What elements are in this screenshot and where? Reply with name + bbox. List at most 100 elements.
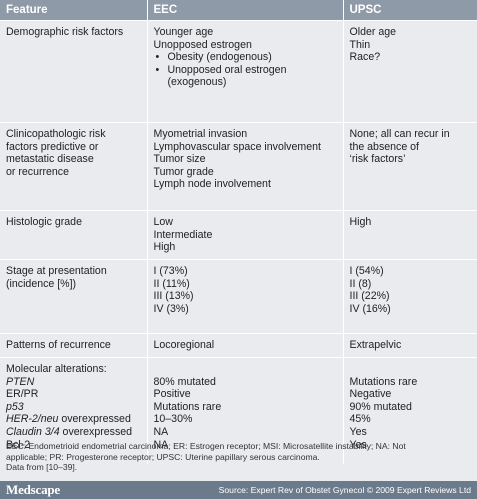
bullet-text: (exogenous) [167, 76, 227, 89]
table-row: Demographic risk factors Younger age Uno… [0, 20, 477, 123]
marker-label: p53 [6, 400, 24, 413]
cell-line: NA [153, 425, 169, 438]
cell-line: I (73%) [153, 265, 188, 277]
footnote-line: Data from [10–39]. [6, 462, 78, 472]
cell-line: I (54%) [349, 265, 384, 277]
upsc-cell: Extrapelvic [343, 333, 477, 358]
feature-cell: Demographic risk factors [0, 20, 148, 123]
header-upsc: UPSC [343, 0, 477, 21]
cell-line: None; all can recur in [349, 128, 450, 140]
cell-line: Lymphovascular space involvement [153, 140, 321, 153]
upsc-cell: High [343, 210, 477, 260]
medscape-logo[interactable]: Medscape [6, 482, 60, 497]
cell-line: the absence of [349, 140, 420, 153]
feature-label: Histologic grade [6, 216, 82, 228]
eec-cell: Myometrial invasion Lymphovascular space… [147, 122, 344, 211]
cell-line: III (13%) [153, 290, 194, 303]
comparison-table: Feature EEC UPSC Demographic risk factor… [0, 0, 477, 464]
cell-line: Tumor grade [153, 165, 214, 178]
marker-name: Claudin 3/4 [6, 425, 60, 438]
feature-label: Patterns of recurrence [6, 339, 111, 351]
cell-line: IV (3%) [153, 302, 189, 315]
cell-line: Negative [349, 388, 392, 401]
bullet-item: • Unopposed oral estrogen [154, 64, 339, 77]
cell-line: Mutations rare [349, 375, 418, 388]
table-footnote: EEC: Endometrioid endometrial carcinoma;… [6, 441, 472, 473]
eec-cell: 80% mutated Positive Mutations rare 10–3… [147, 357, 344, 464]
cell-line: Younger age [153, 26, 214, 38]
marker-name: HER-2/neu [6, 413, 59, 426]
upsc-cell: Older age Thin Race? [343, 20, 477, 123]
footnote-line: applicable; PR: Progesterone receptor; U… [6, 451, 320, 462]
cell-line: Low [153, 216, 173, 228]
cell-line: Mutations rare [153, 400, 222, 413]
footer-bar: Medscape Source: Expert Rev of Obstet Gy… [0, 481, 477, 499]
bullet-item: • Obesity (endogenous) [154, 51, 339, 64]
cell-line: 45% [349, 413, 371, 426]
source-credit: Source: Expert Rev of Obstet Gynecol © 2… [218, 485, 471, 495]
cell-line: NA [153, 438, 169, 451]
cell-line: 10–30% [153, 413, 193, 426]
cell-line: High [153, 241, 176, 254]
table-row: Stage at presentation (incidence [%]) I … [0, 259, 477, 334]
cell-line: ‘risk factors’ [349, 153, 406, 166]
table-row: Clinicopathologic risk factors predictiv… [0, 122, 477, 211]
cell-line: Yes [349, 438, 367, 451]
cell-line: Positive [153, 388, 191, 401]
eec-cell: I (73%) II (11%) III (13%) IV (3%) [147, 259, 344, 334]
marker-suffix: overexpressed [59, 425, 133, 438]
cell-line: Lymph node involvement [153, 178, 271, 191]
cell-line: 90% mutated [349, 400, 412, 413]
cell-line: 80% mutated [153, 375, 216, 388]
feature-label: (incidence [%]) [6, 277, 77, 290]
feature-label: or recurrence [6, 165, 69, 178]
table-row: Histologic grade Low Intermediate High H… [0, 210, 477, 260]
upsc-cell: None; all can recur in the absence of ‘r… [343, 122, 477, 211]
eec-cell: Younger age Unopposed estrogen • Obesity … [147, 20, 344, 123]
feature-label: Clinicopathologic risk [6, 128, 106, 140]
bullet-text: Obesity (endogenous) [167, 51, 272, 64]
cell-line: Yes [349, 425, 367, 438]
cell-line: Unopposed estrogen [153, 38, 252, 51]
table-row: Molecular alterations: PTEN ER/PR p53 HE… [0, 357, 477, 464]
cell-line: Extrapelvic [349, 339, 402, 351]
eec-cell: Locoregional [147, 333, 344, 358]
marker-label: Claudin 3/4 overexpressed [6, 426, 143, 439]
footnote-line: EEC: Endometrioid endometrial carcinoma;… [6, 441, 406, 451]
marker-label: ER/PR [6, 388, 39, 401]
marker-suffix: overexpressed [58, 413, 131, 426]
bullet-item-cont: (exogenous) [154, 76, 339, 89]
feature-cell: Molecular alterations: PTEN ER/PR p53 HE… [0, 357, 148, 464]
upsc-cell: I (54%) II (8) III (22%) IV (16%) [343, 259, 477, 334]
feature-label: factors predictive or [6, 140, 99, 153]
feature-cell: Patterns of recurrence [0, 333, 148, 358]
feature-label: Demographic risk factors [6, 26, 124, 38]
header-row: Feature EEC UPSC [0, 0, 477, 21]
cell-line: II (11%) [153, 277, 190, 290]
marker-label: Bcl-2 [6, 438, 31, 451]
cell-line: Race? [349, 51, 381, 64]
feature-cell: Stage at presentation (incidence [%]) [0, 259, 148, 334]
cell-line: Intermediate [153, 228, 213, 241]
bullet-icon: • [155, 51, 160, 64]
cell-line: Older age [349, 26, 397, 38]
feature-cell: Clinicopathologic risk factors predictiv… [0, 122, 148, 211]
feature-label: Stage at presentation [6, 265, 107, 277]
cell-line: III (22%) [349, 290, 390, 303]
table-row: Patterns of recurrence Locoregional Extr… [0, 333, 477, 358]
eec-cell: Low Intermediate High [147, 210, 344, 260]
bullet-text: Unopposed oral estrogen [167, 63, 287, 76]
cell-line: Tumor size [153, 153, 206, 166]
cell-line: Locoregional [153, 339, 215, 351]
marker-label: HER-2/neu overexpressed [6, 413, 143, 426]
cell-line: IV (16%) [349, 302, 391, 315]
cell-line: High [349, 216, 372, 228]
header-feature: Feature [0, 0, 148, 21]
feature-label: Molecular alterations: [6, 363, 107, 375]
cell-line: II (8) [349, 277, 372, 290]
bullet-icon: • [155, 63, 160, 76]
cell-line: Thin [349, 38, 371, 51]
feature-label: metastatic disease [6, 153, 94, 166]
feature-cell: Histologic grade [0, 210, 148, 260]
